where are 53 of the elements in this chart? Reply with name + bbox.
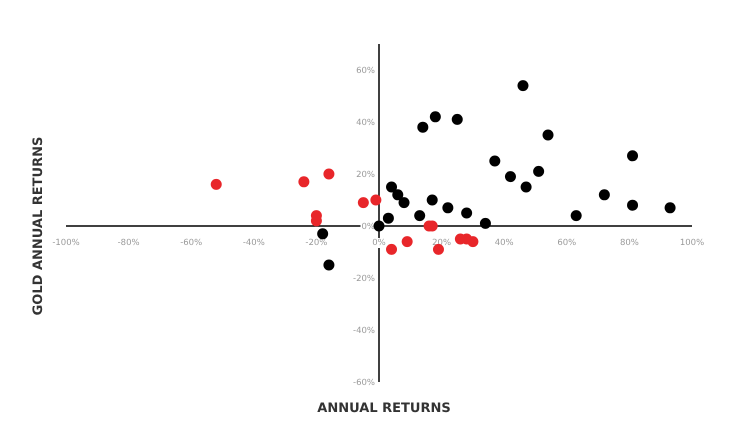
point	[627, 200, 638, 211]
point	[386, 182, 398, 192]
point	[467, 236, 478, 248]
point	[398, 197, 410, 208]
point	[374, 220, 384, 232]
x-tick-label: 60%	[557, 238, 576, 248]
y-tick-label: -60%	[353, 378, 375, 388]
y-tick-label: 0%	[362, 222, 375, 232]
point	[504, 171, 516, 182]
point	[382, 212, 394, 224]
y-tick-label: -40%	[353, 326, 375, 336]
point	[402, 236, 413, 248]
y-tick-label: -20%	[353, 274, 375, 284]
point	[298, 176, 310, 188]
point	[533, 166, 544, 177]
x-tick-label: -40%	[242, 238, 265, 248]
point	[414, 210, 426, 222]
y-tick-label: 40%	[356, 118, 375, 128]
point	[210, 178, 222, 190]
point	[426, 194, 438, 206]
point	[417, 122, 428, 133]
point	[430, 111, 441, 122]
point	[480, 218, 491, 229]
point	[370, 194, 382, 206]
point	[392, 189, 404, 200]
x-tick-label: -20%	[305, 238, 328, 248]
point	[323, 168, 334, 180]
point	[317, 228, 328, 240]
y-axis-title: GOLD ANNUAL RETURNS	[31, 136, 46, 316]
x-tick-label: 0%	[372, 238, 386, 248]
point	[386, 244, 398, 255]
point	[323, 260, 334, 270]
point	[664, 202, 676, 214]
point	[542, 130, 554, 140]
point	[452, 114, 463, 125]
point	[517, 80, 528, 92]
y-tick-label: 60%	[356, 66, 375, 76]
x-tick-label: -60%	[180, 238, 202, 248]
point	[627, 150, 638, 162]
point	[461, 208, 472, 218]
x-tick-label: 80%	[620, 238, 639, 248]
point	[520, 182, 532, 192]
x-tick-label: 100%	[680, 238, 704, 248]
point	[489, 156, 500, 166]
x-axis-title: ANNUAL RETURNS	[317, 401, 451, 416]
x-tick-label: 40%	[494, 238, 514, 248]
point	[358, 197, 369, 208]
point	[570, 210, 582, 222]
point	[442, 202, 454, 214]
x-tick-label: -80%	[118, 238, 140, 248]
y-tick-label: 20%	[356, 170, 375, 180]
x-tick-label: -100%	[52, 238, 80, 248]
point	[598, 189, 610, 200]
